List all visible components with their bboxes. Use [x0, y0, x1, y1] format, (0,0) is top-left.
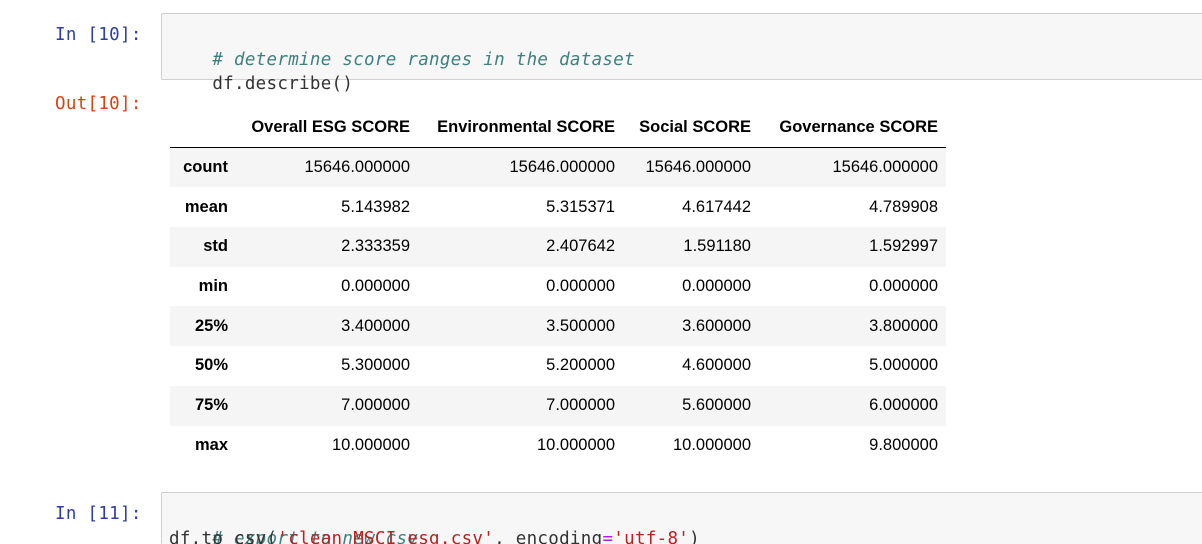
- code-comment: # determine score ranges in the dataset: [212, 50, 635, 70]
- table-header-overall: Overall ESG SCORE: [236, 108, 418, 149]
- table-cell: 4.600000: [682, 356, 751, 375]
- code-cell-11[interactable]: # export to new csv df.to_csv('clean_MSC…: [161, 492, 1202, 544]
- input-prompt-10: In [10]:: [55, 25, 142, 45]
- code-string: 'clean_MSCI_esg.csv': [277, 529, 495, 544]
- table-row: max 10.000000 10.000000 10.000000 9.8000…: [170, 425, 946, 466]
- table-cell: 9.800000: [869, 435, 938, 454]
- code-text: ): [689, 529, 700, 544]
- table-cell: 3.500000: [546, 316, 615, 335]
- table-cell: 5.600000: [682, 396, 751, 415]
- code-line-2: df.describe(): [169, 48, 1202, 94]
- table-row: std 2.333359 2.407642 1.591180 1.592997: [170, 227, 946, 267]
- table-cell: 15646.000000: [832, 158, 938, 177]
- code-text: df.describe(): [212, 74, 354, 94]
- table-cell: 3.600000: [682, 316, 751, 335]
- row-label: min: [198, 277, 228, 296]
- table-cell: 0.000000: [546, 277, 615, 296]
- table-cell: 3.800000: [869, 316, 938, 335]
- row-label: mean: [184, 197, 228, 216]
- table-cell: 4.617442: [682, 197, 751, 216]
- table-cell: 4.789908: [869, 197, 938, 216]
- table-row: min 0.000000 0.000000 0.000000 0.000000: [170, 266, 946, 307]
- table-cell: 2.333359: [341, 237, 410, 256]
- table-header-environmental: Environmental SCORE: [418, 108, 623, 149]
- table-cell: 10.000000: [673, 435, 751, 454]
- table-header-index: [170, 108, 236, 149]
- table-cell: 2.407642: [546, 237, 615, 256]
- code-comment: # export to new csv: [212, 529, 419, 544]
- table-cell: 10.000000: [332, 435, 410, 454]
- table-row: 25% 3.400000 3.500000 3.600000 3.800000: [170, 306, 946, 347]
- table-cell: 1.592997: [869, 237, 938, 256]
- table-cell: 7.000000: [546, 396, 615, 415]
- table-cell: 5.143982: [341, 197, 410, 216]
- table-header-governance: Governance SCORE: [759, 108, 946, 149]
- table-cell: 10.000000: [537, 435, 615, 454]
- table-cell: 15646.000000: [645, 158, 751, 177]
- row-label: max: [194, 435, 228, 454]
- table-cell: 0.000000: [341, 277, 410, 296]
- code-text: , encoding: [494, 529, 603, 544]
- table-cell: 5.300000: [341, 356, 410, 375]
- table-header-row: Overall ESG SCORE Environmental SCORE So…: [170, 108, 946, 149]
- output-prompt-10: Out[10]:: [55, 94, 142, 114]
- table-cell: 5.000000: [869, 356, 938, 375]
- code-text: df.to_csv(: [169, 529, 278, 544]
- table-row: 75% 7.000000 7.000000 5.600000 6.000000: [170, 385, 946, 426]
- table-row: mean 5.143982 5.315371 4.617442 4.789908: [170, 187, 946, 228]
- table-cell: 5.315371: [546, 197, 615, 216]
- code-line-2: df.to_csv('clean_MSCI_esg.csv', encoding…: [169, 527, 1202, 544]
- table-cell: 1.591180: [683, 237, 751, 256]
- input-prompt-11: In [11]:: [55, 504, 142, 524]
- table-cell: 0.000000: [682, 277, 751, 296]
- row-label: 25%: [194, 316, 228, 335]
- table-cell: 3.400000: [341, 316, 410, 335]
- code-line-1: # determine score ranges in the dataset: [169, 24, 1202, 70]
- code-cell-10[interactable]: # determine score ranges in the dataset …: [161, 13, 1202, 94]
- table-header-social: Social SCORE: [623, 108, 759, 149]
- row-label: count: [183, 158, 228, 177]
- code-string: 'utf-8': [613, 529, 690, 544]
- describe-output-table: Overall ESG SCORE Environmental SCORE So…: [170, 108, 946, 466]
- row-label: std: [203, 237, 228, 256]
- code-operator: =: [602, 529, 614, 544]
- table-cell: 15646.000000: [304, 158, 410, 177]
- table-cell: 6.000000: [869, 396, 938, 415]
- table-cell: 7.000000: [341, 396, 410, 415]
- code-line-1: # export to new csv: [169, 503, 1202, 544]
- table-cell: 5.200000: [546, 356, 615, 375]
- table-cell: 0.000000: [869, 277, 938, 296]
- row-label: 75%: [194, 396, 228, 415]
- table-row: 50% 5.300000 5.200000 4.600000 5.000000: [170, 346, 946, 386]
- table-cell: 15646.000000: [509, 158, 615, 177]
- row-label: 50%: [194, 356, 228, 375]
- table-row: count 15646.000000 15646.000000 15646.00…: [170, 147, 946, 188]
